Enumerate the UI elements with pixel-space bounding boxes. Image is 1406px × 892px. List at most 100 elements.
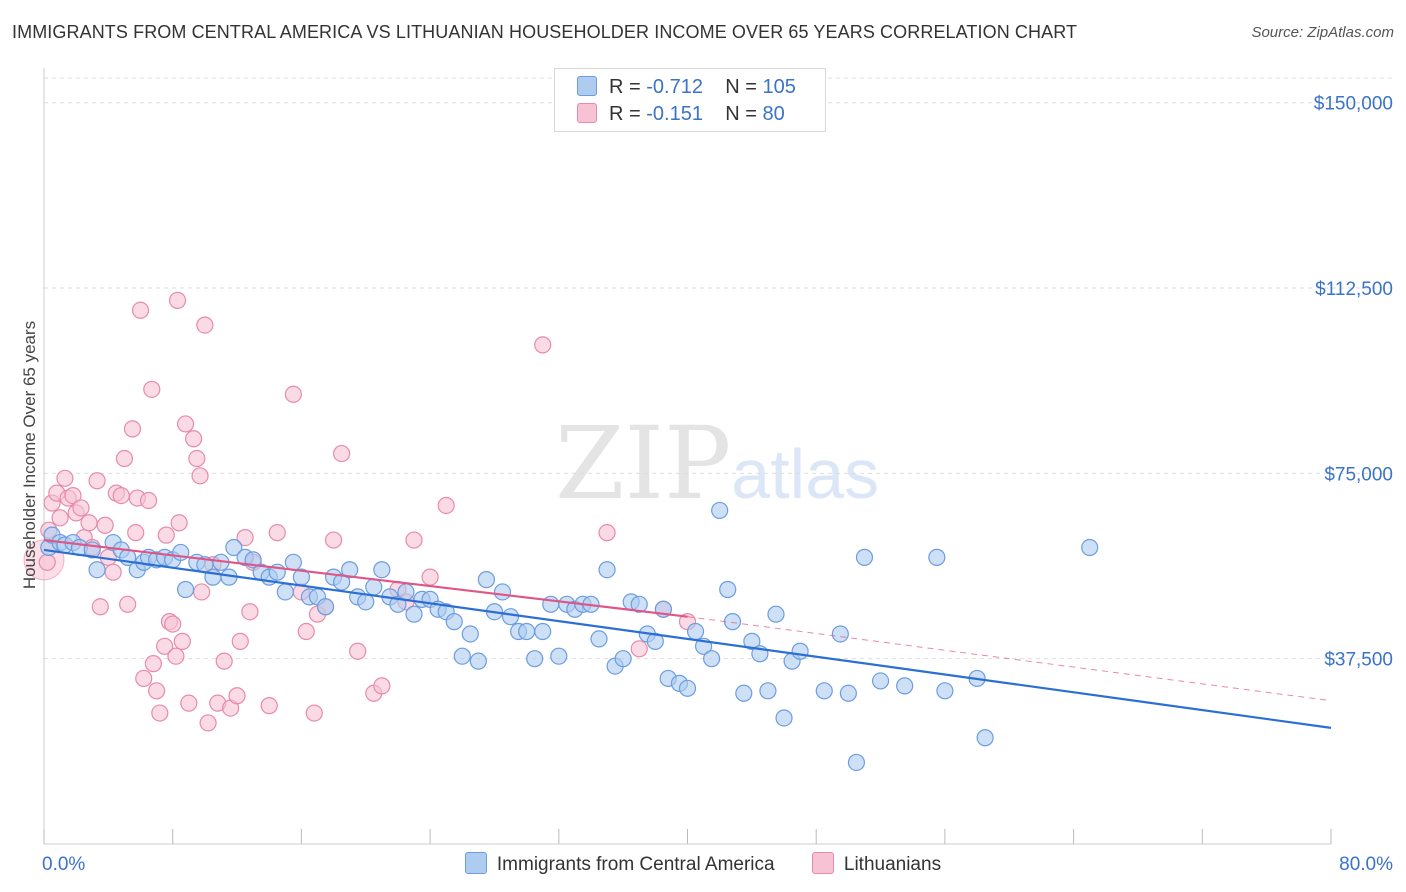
data-point-lithuanian — [91, 598, 109, 616]
data-point-central-america — [341, 561, 359, 579]
data-point-lithuanian — [180, 694, 198, 712]
data-point-lithuanian — [199, 714, 217, 732]
data-point-lithuanian — [96, 516, 114, 534]
data-point-central-america — [405, 605, 423, 623]
data-point-lithuanian — [112, 486, 130, 505]
data-point-lithuanian — [405, 531, 423, 549]
legend-n-label: N = — [725, 76, 763, 98]
data-point-central-america — [276, 583, 294, 601]
y-tick-label: $112,500 — [1315, 279, 1393, 300]
chart-title: IMMIGRANTS FROM CENTRAL AMERICA VS LITHU… — [12, 22, 1078, 42]
data-point-lithuanian — [185, 430, 203, 448]
legend-row-lithuanians: R = -0.151 N = 80 — [577, 101, 785, 127]
data-point-lithuanian — [188, 449, 206, 468]
data-point-lithuanian — [191, 467, 209, 485]
data-point-central-america — [614, 650, 632, 668]
data-point-lithuanian — [373, 677, 391, 695]
data-point-lithuanian — [56, 469, 74, 487]
data-point-lithuanian — [51, 509, 69, 527]
data-point-lithuanian — [156, 637, 174, 655]
data-point-lithuanian — [297, 622, 315, 641]
legend-r-value: -0.151 — [646, 103, 703, 125]
data-point-lithuanian — [119, 595, 137, 613]
legend-n-value: 80 — [762, 103, 785, 125]
data-point-central-america — [397, 583, 415, 601]
data-point-central-america — [831, 625, 849, 643]
data-point-central-america — [976, 729, 994, 747]
legend-r-label: R = — [609, 76, 647, 98]
data-point-central-america — [791, 642, 809, 660]
data-point-lithuanian — [148, 682, 166, 700]
data-point-lithuanian — [131, 301, 150, 319]
data-point-lithuanian — [260, 697, 278, 715]
legend-n-value: 105 — [762, 76, 796, 98]
y-axis-label: Householder Income Over 65 years — [20, 320, 39, 590]
data-point-central-america — [896, 677, 914, 695]
grid — [44, 77, 1395, 660]
data-point-central-america — [526, 650, 544, 668]
data-point-central-america — [767, 605, 785, 623]
data-point-lithuanian — [305, 704, 323, 722]
legend-r-value: -0.712 — [646, 76, 703, 98]
legend-swatch-blue — [577, 76, 597, 96]
data-point-central-america — [1081, 538, 1099, 557]
data-point-central-america — [630, 595, 648, 613]
data-point-lithuanian — [143, 380, 161, 398]
data-point-central-america — [928, 548, 946, 566]
legend-swatch-pink — [577, 103, 597, 123]
data-point-lithuanian — [157, 526, 175, 544]
data-point-central-america — [936, 682, 954, 700]
data-point-lithuanian — [193, 583, 211, 601]
data-point-lithuanian — [64, 486, 82, 505]
data-point-central-america — [847, 753, 866, 772]
series-swatch-blue — [464, 852, 487, 874]
watermark-zip: ZIP — [555, 405, 732, 522]
data-point-central-america — [469, 652, 487, 670]
data-point-lithuanian — [231, 632, 249, 650]
data-point-lithuanian — [598, 524, 616, 542]
source-credit: Source: ZipAtlas.com — [1251, 24, 1394, 41]
data-point-lithuanian — [139, 491, 158, 510]
watermark-atlas: atlas — [731, 435, 880, 513]
x-tick-label-min: 0.0% — [42, 854, 85, 875]
data-point-central-america — [518, 622, 536, 641]
data-point-lithuanian — [324, 531, 343, 549]
data-point-central-america — [711, 501, 729, 520]
data-point-lithuanian — [164, 615, 182, 633]
data-point-central-america — [839, 684, 857, 702]
data-point-lithuanian — [38, 553, 56, 571]
data-point-central-america — [88, 561, 106, 579]
y-tick-label: $37,500 — [1324, 650, 1393, 671]
data-point-lithuanian — [88, 472, 106, 490]
legend-r-label: R = — [609, 103, 647, 125]
series-swatch-pink — [811, 852, 834, 874]
data-point-central-america — [365, 578, 383, 596]
data-point-central-america — [855, 548, 874, 566]
trend-line-central-america — [43, 548, 1332, 729]
data-point-central-america — [453, 647, 471, 665]
data-point-lithuanian — [437, 496, 455, 515]
data-point-central-america — [284, 553, 302, 571]
data-point-central-america — [445, 613, 463, 631]
data-point-lithuanian — [168, 291, 187, 309]
data-point-central-america — [775, 709, 793, 727]
data-point-central-america — [678, 679, 697, 697]
correlation-legend: R = -0.712 N = 105 R = -0.151 N = 80 — [554, 68, 826, 132]
data-point-lithuanian — [173, 632, 191, 650]
data-point-lithuanian — [333, 444, 351, 463]
data-point-central-america — [815, 682, 833, 700]
data-point-lithuanian — [127, 524, 145, 542]
data-point-lithuanian — [236, 528, 254, 547]
data-point-lithuanian — [170, 514, 188, 532]
data-point-central-america — [477, 571, 496, 589]
y-tick-label: $75,000 — [1324, 464, 1393, 485]
data-point-central-america — [703, 650, 721, 668]
series-legend-item-lithuanians: Lithuanians — [811, 852, 942, 876]
data-point-lithuanian — [268, 524, 286, 542]
data-point-central-america — [534, 622, 552, 641]
data-point-lithuanian — [176, 415, 195, 433]
data-point-lithuanian — [421, 568, 439, 586]
series-name: Lithuanians — [843, 854, 942, 875]
data-point-central-america — [461, 625, 479, 643]
